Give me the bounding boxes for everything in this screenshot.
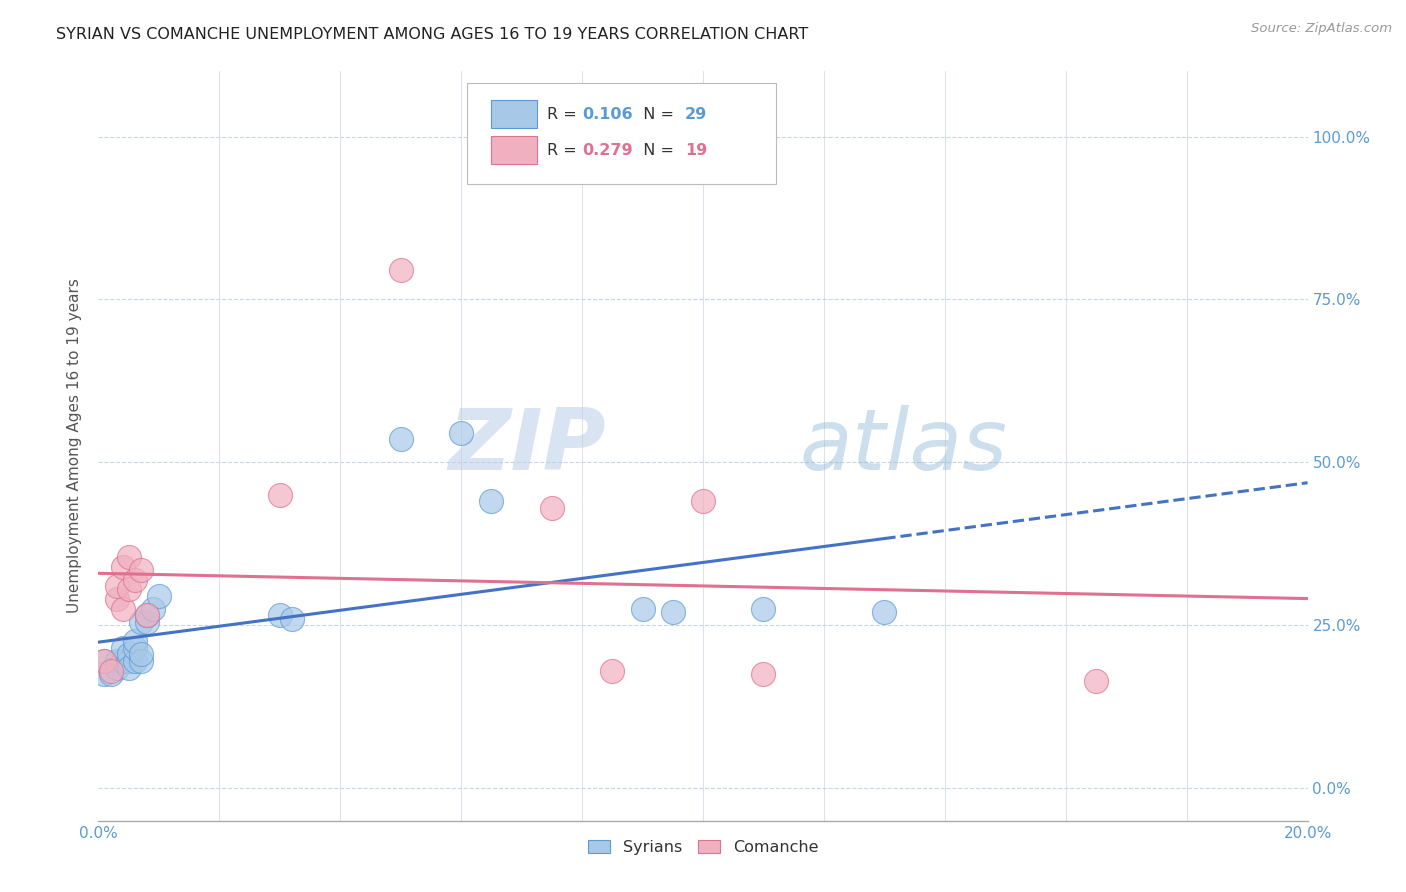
Point <box>873 605 896 619</box>
Point <box>118 549 141 564</box>
Point <box>105 660 128 674</box>
Point <box>269 608 291 623</box>
Point <box>105 592 128 607</box>
Point <box>111 602 134 616</box>
Text: 0.106: 0.106 <box>582 106 633 121</box>
Text: R =: R = <box>547 106 582 121</box>
Point <box>481 494 503 508</box>
Point <box>111 654 134 668</box>
Point <box>129 615 152 629</box>
Y-axis label: Unemployment Among Ages 16 to 19 years: Unemployment Among Ages 16 to 19 years <box>67 278 83 614</box>
FancyBboxPatch shape <box>492 100 537 128</box>
Point <box>93 654 115 668</box>
Point <box>269 488 291 502</box>
Point <box>602 664 624 678</box>
FancyBboxPatch shape <box>492 136 537 164</box>
Point <box>124 640 146 655</box>
Point <box>752 667 775 681</box>
Point <box>118 654 141 668</box>
Point <box>631 602 654 616</box>
Text: N =: N = <box>633 106 679 121</box>
Text: atlas: atlas <box>800 404 1008 488</box>
Legend: Syrians, Comanche: Syrians, Comanche <box>581 833 825 862</box>
Point <box>105 579 128 593</box>
Point <box>100 664 122 678</box>
Text: ZIP: ZIP <box>449 404 606 488</box>
Point <box>129 654 152 668</box>
FancyBboxPatch shape <box>467 83 776 184</box>
Point <box>111 559 134 574</box>
Text: SYRIAN VS COMANCHE UNEMPLOYMENT AMONG AGES 16 TO 19 YEARS CORRELATION CHART: SYRIAN VS COMANCHE UNEMPLOYMENT AMONG AG… <box>56 27 808 42</box>
Point <box>129 563 152 577</box>
Point <box>692 494 714 508</box>
Point <box>661 605 683 619</box>
Point <box>1085 673 1108 688</box>
Point <box>148 589 170 603</box>
Point <box>124 654 146 668</box>
Point <box>281 612 304 626</box>
Text: R =: R = <box>547 143 582 158</box>
Point <box>129 648 152 662</box>
Point <box>752 602 775 616</box>
Text: 0.279: 0.279 <box>582 143 633 158</box>
Point <box>124 573 146 587</box>
Point <box>135 608 157 623</box>
Point <box>93 667 115 681</box>
Point <box>100 667 122 681</box>
Point <box>118 648 141 662</box>
Point <box>111 640 134 655</box>
Point <box>93 654 115 668</box>
Point <box>118 660 141 674</box>
Point <box>124 634 146 648</box>
Text: 19: 19 <box>685 143 707 158</box>
Point <box>389 433 412 447</box>
Point <box>450 425 472 440</box>
Text: 29: 29 <box>685 106 707 121</box>
Text: Source: ZipAtlas.com: Source: ZipAtlas.com <box>1251 22 1392 36</box>
Point <box>135 615 157 629</box>
Point <box>118 582 141 597</box>
Point <box>142 602 165 616</box>
Text: N =: N = <box>633 143 679 158</box>
Point <box>105 654 128 668</box>
Point <box>135 608 157 623</box>
Point <box>389 263 412 277</box>
Point <box>540 500 562 515</box>
